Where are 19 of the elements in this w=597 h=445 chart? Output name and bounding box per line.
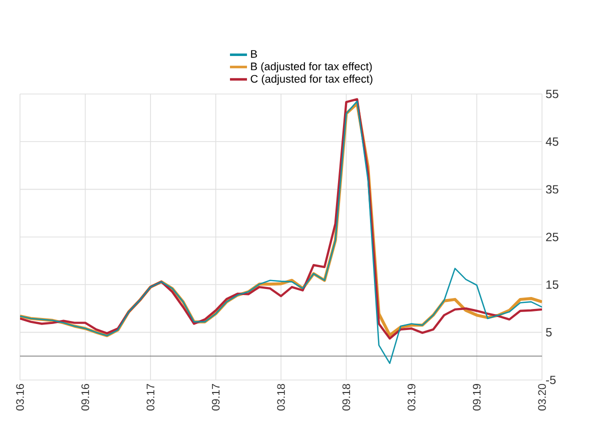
legend-label: B [251,50,257,58]
y-tick-label: -5 [546,376,556,384]
x-tick-label: 03.19 [408,384,416,411]
x-tick-label: 09.19 [472,384,481,411]
y-tick-label: 5 [546,328,552,336]
y-tick-label: 25 [546,232,558,242]
x-tick-label: 09.16 [81,384,90,411]
x-tick-label: 03.16 [16,384,24,411]
x-tick-label: 03.20 [538,384,546,411]
legend-label: B (adjusted for tax effect) [251,62,372,72]
x-tick-label: 03.18 [277,384,285,411]
legend-label: C (adjusted for tax effect) [250,74,372,85]
x-tick-label: 09.17 [212,384,220,411]
y-tick-label: 35 [546,185,558,194]
y-tick-label: 55 [546,90,558,98]
y-tick-label: 15 [546,280,558,289]
x-tick-label: 03.17 [146,384,154,411]
x-tick-label: 09.18 [342,384,350,411]
y-tick-label: 45 [546,137,558,146]
